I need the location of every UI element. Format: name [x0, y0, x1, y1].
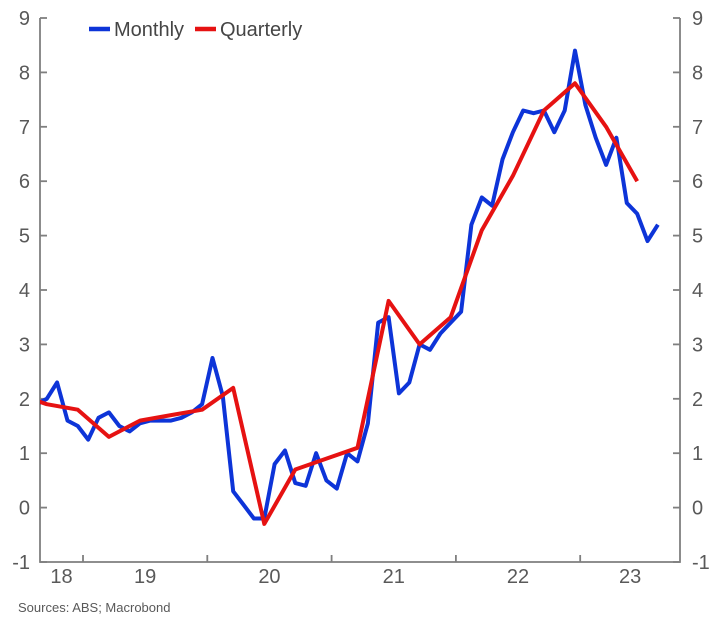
- x-axis-label: 20: [258, 566, 280, 588]
- y-axis-label-left: 8: [19, 62, 30, 84]
- y-axis-label-right: 0: [692, 498, 703, 520]
- legend-monthly-label: Monthly: [114, 19, 184, 41]
- x-axis-label: 22: [507, 566, 529, 588]
- y-axis-label-left: 5: [19, 226, 30, 248]
- data-series: [40, 48, 660, 526]
- source-note: Sources: ABS; Macrobond: [18, 600, 170, 615]
- monthly-series-line: [40, 48, 660, 521]
- y-axis-label-left: 1: [19, 443, 30, 465]
- x-axis-label: 18: [50, 566, 72, 588]
- y-axis-label-right: 2: [692, 389, 703, 411]
- legend-quarterly-label: Quarterly: [220, 19, 302, 41]
- axis-ticks: [40, 17, 680, 563]
- y-axis-label-left: 2: [19, 389, 30, 411]
- y-axis-label-right: 5: [692, 226, 703, 248]
- y-axis-label-right: 6: [692, 171, 703, 193]
- chart-legend: Monthly Quarterly: [89, 19, 302, 41]
- y-axis-label-left: 9: [19, 8, 30, 30]
- y-axis-label-right: 1: [692, 443, 703, 465]
- y-axis-label-right: 9: [692, 8, 703, 30]
- y-axis-label-left: 4: [19, 280, 30, 302]
- y-axis-label-left: -1: [12, 552, 30, 574]
- y-axis-label-right: 4: [692, 280, 703, 302]
- y-axis-label-right: 7: [692, 117, 703, 139]
- y-axis-label-right: 3: [692, 334, 703, 356]
- y-axis-label-left: 7: [19, 117, 30, 139]
- y-axis-label-left: 6: [19, 171, 30, 193]
- y-axis-label-left: 3: [19, 334, 30, 356]
- axis-labels: -1 -10 01 12 23 34 45 56 67 78 89 918 19 20 21 22 23: [12, 8, 710, 588]
- x-axis-label: 23: [619, 566, 641, 588]
- y-axis-label-right: -1: [692, 552, 710, 574]
- x-axis-label: 21: [383, 566, 405, 588]
- quarterly-series-line: [40, 81, 639, 526]
- x-axis-label: 19: [134, 566, 156, 588]
- y-axis-label-right: 8: [692, 62, 703, 84]
- y-axis-label-left: 0: [19, 498, 30, 520]
